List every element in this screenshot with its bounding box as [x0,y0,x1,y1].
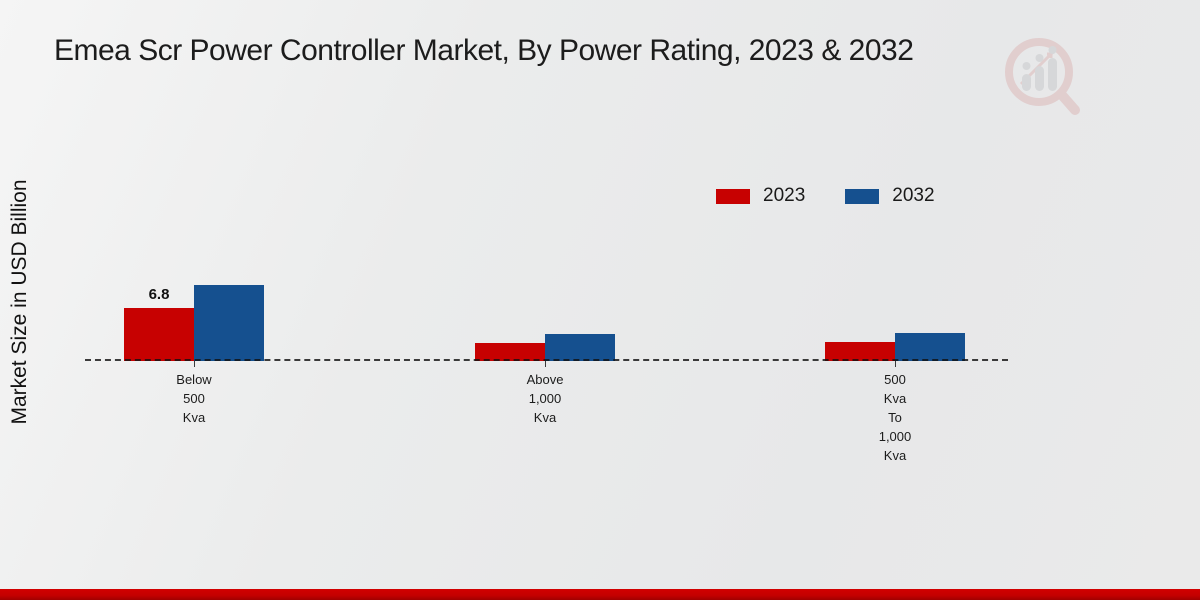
chart-title: Emea Scr Power Controller Market, By Pow… [54,34,914,67]
bar-2023-category-2 [825,342,895,361]
x-axis-baseline [85,359,1008,361]
category-label: Above 1,000 Kva [526,372,564,425]
bar-2032-category-0 [194,285,264,361]
footer-accent-band [0,589,1200,600]
bar-value-label: 6.8 [148,286,170,303]
legend: 2023 2032 [716,185,935,207]
legend-label-2032: 2032 [892,185,935,206]
legend-label-2023: 2023 [763,185,806,206]
legend-swatch-2023-icon [716,188,750,204]
x-axis-tick [545,361,546,367]
legend-item-2023: 2023 [716,185,805,207]
bar-2023-category-1 [475,343,545,361]
x-axis-tick [895,361,896,367]
legend-swatch-2032-icon [845,188,880,204]
category-label: Below 500 Kva [176,372,212,425]
legend-item-2032: 2032 [845,185,935,207]
bar-2032-category-2 [895,333,965,361]
bar-2032-category-1 [545,334,615,361]
bar-2023-category-0 [124,308,194,361]
magnifier-bar-chart-logo-icon [1005,38,1080,115]
x-axis-tick [194,361,195,367]
category-label: 500 Kva To 1,000 Kva [878,372,912,463]
